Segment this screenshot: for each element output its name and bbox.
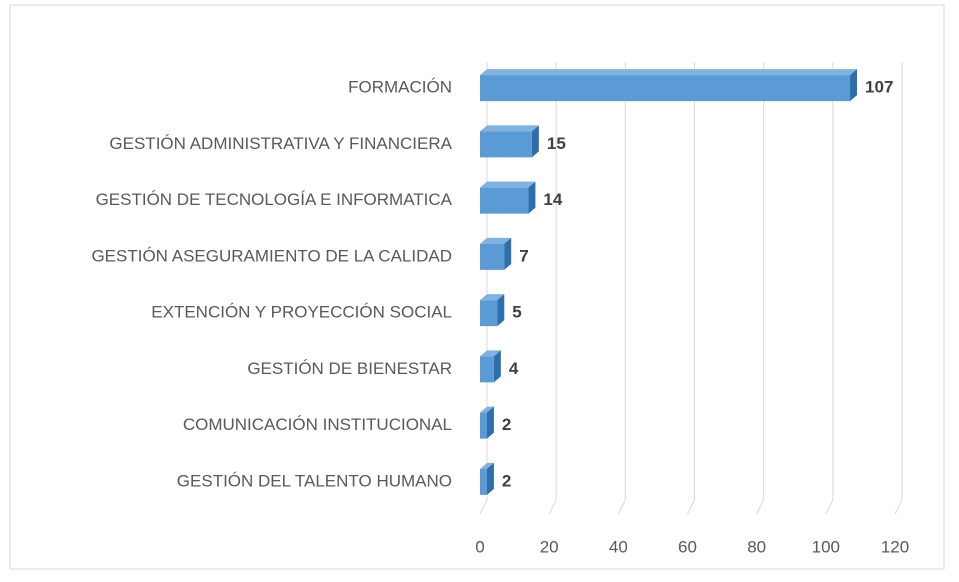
category-label: GESTIÓN DE BIENESTAR (247, 359, 452, 378)
bar-side (504, 237, 512, 270)
bar (480, 75, 851, 102)
bar-top (480, 462, 494, 469)
category-label: GESTIÓN ADMINISTRATIVA Y FINANCIERA (109, 134, 452, 153)
category-label: COMUNICACIÓN INSTITUCIONAL (183, 415, 452, 434)
x-tick-label: 0 (475, 537, 484, 556)
bar-top (480, 294, 505, 301)
x-tick-label: 120 (881, 537, 909, 556)
grid-line (617, 62, 626, 515)
bar-top (480, 69, 858, 76)
value-label: 5 (512, 303, 521, 322)
value-label: 4 (509, 359, 519, 378)
category-label: GESTIÓN DEL TALENTO HUMANO (177, 471, 452, 490)
value-label: 2 (502, 471, 511, 490)
grid-line (548, 62, 557, 515)
bar (480, 356, 494, 383)
bar-side (850, 69, 858, 102)
bar-side (531, 125, 539, 158)
value-label: 7 (519, 246, 528, 265)
bar-side (486, 406, 494, 439)
grid-line (756, 62, 765, 515)
category-label: FORMACIÓN (348, 78, 452, 97)
value-label: 2 (502, 415, 511, 434)
grid-line (825, 62, 834, 515)
bar-top (480, 181, 536, 188)
x-tick-label: 100 (812, 537, 840, 556)
bar-top (480, 350, 501, 357)
bar (480, 468, 487, 495)
grid-line (894, 62, 903, 515)
x-tick-label: 80 (747, 537, 766, 556)
category-label: GESTIÓN DE TECNOLOGÍA E INFORMATICA (96, 190, 453, 209)
bar-side (486, 462, 494, 495)
x-tick-label: 20 (540, 537, 559, 556)
value-label: 107 (865, 78, 893, 97)
bar-top (480, 125, 539, 132)
bar-side (528, 181, 536, 214)
bar (480, 412, 487, 439)
bar (480, 187, 529, 214)
value-label: 14 (543, 190, 562, 209)
grid-line (687, 62, 695, 515)
x-tick-label: 60 (678, 537, 697, 556)
bar-side (493, 350, 501, 383)
bar (480, 243, 505, 270)
category-label: GESTIÓN ASEGURAMIENTO DE LA CALIDAD (91, 246, 452, 265)
x-tick-label: 40 (609, 537, 628, 556)
bar (480, 131, 532, 158)
bar (480, 300, 498, 327)
bar-top (480, 237, 512, 244)
value-label: 15 (547, 134, 566, 153)
bar-side (497, 294, 505, 327)
bar-top (480, 406, 494, 413)
category-label: EXTENCIÓN Y PROYECCIÓN SOCIAL (151, 303, 452, 322)
